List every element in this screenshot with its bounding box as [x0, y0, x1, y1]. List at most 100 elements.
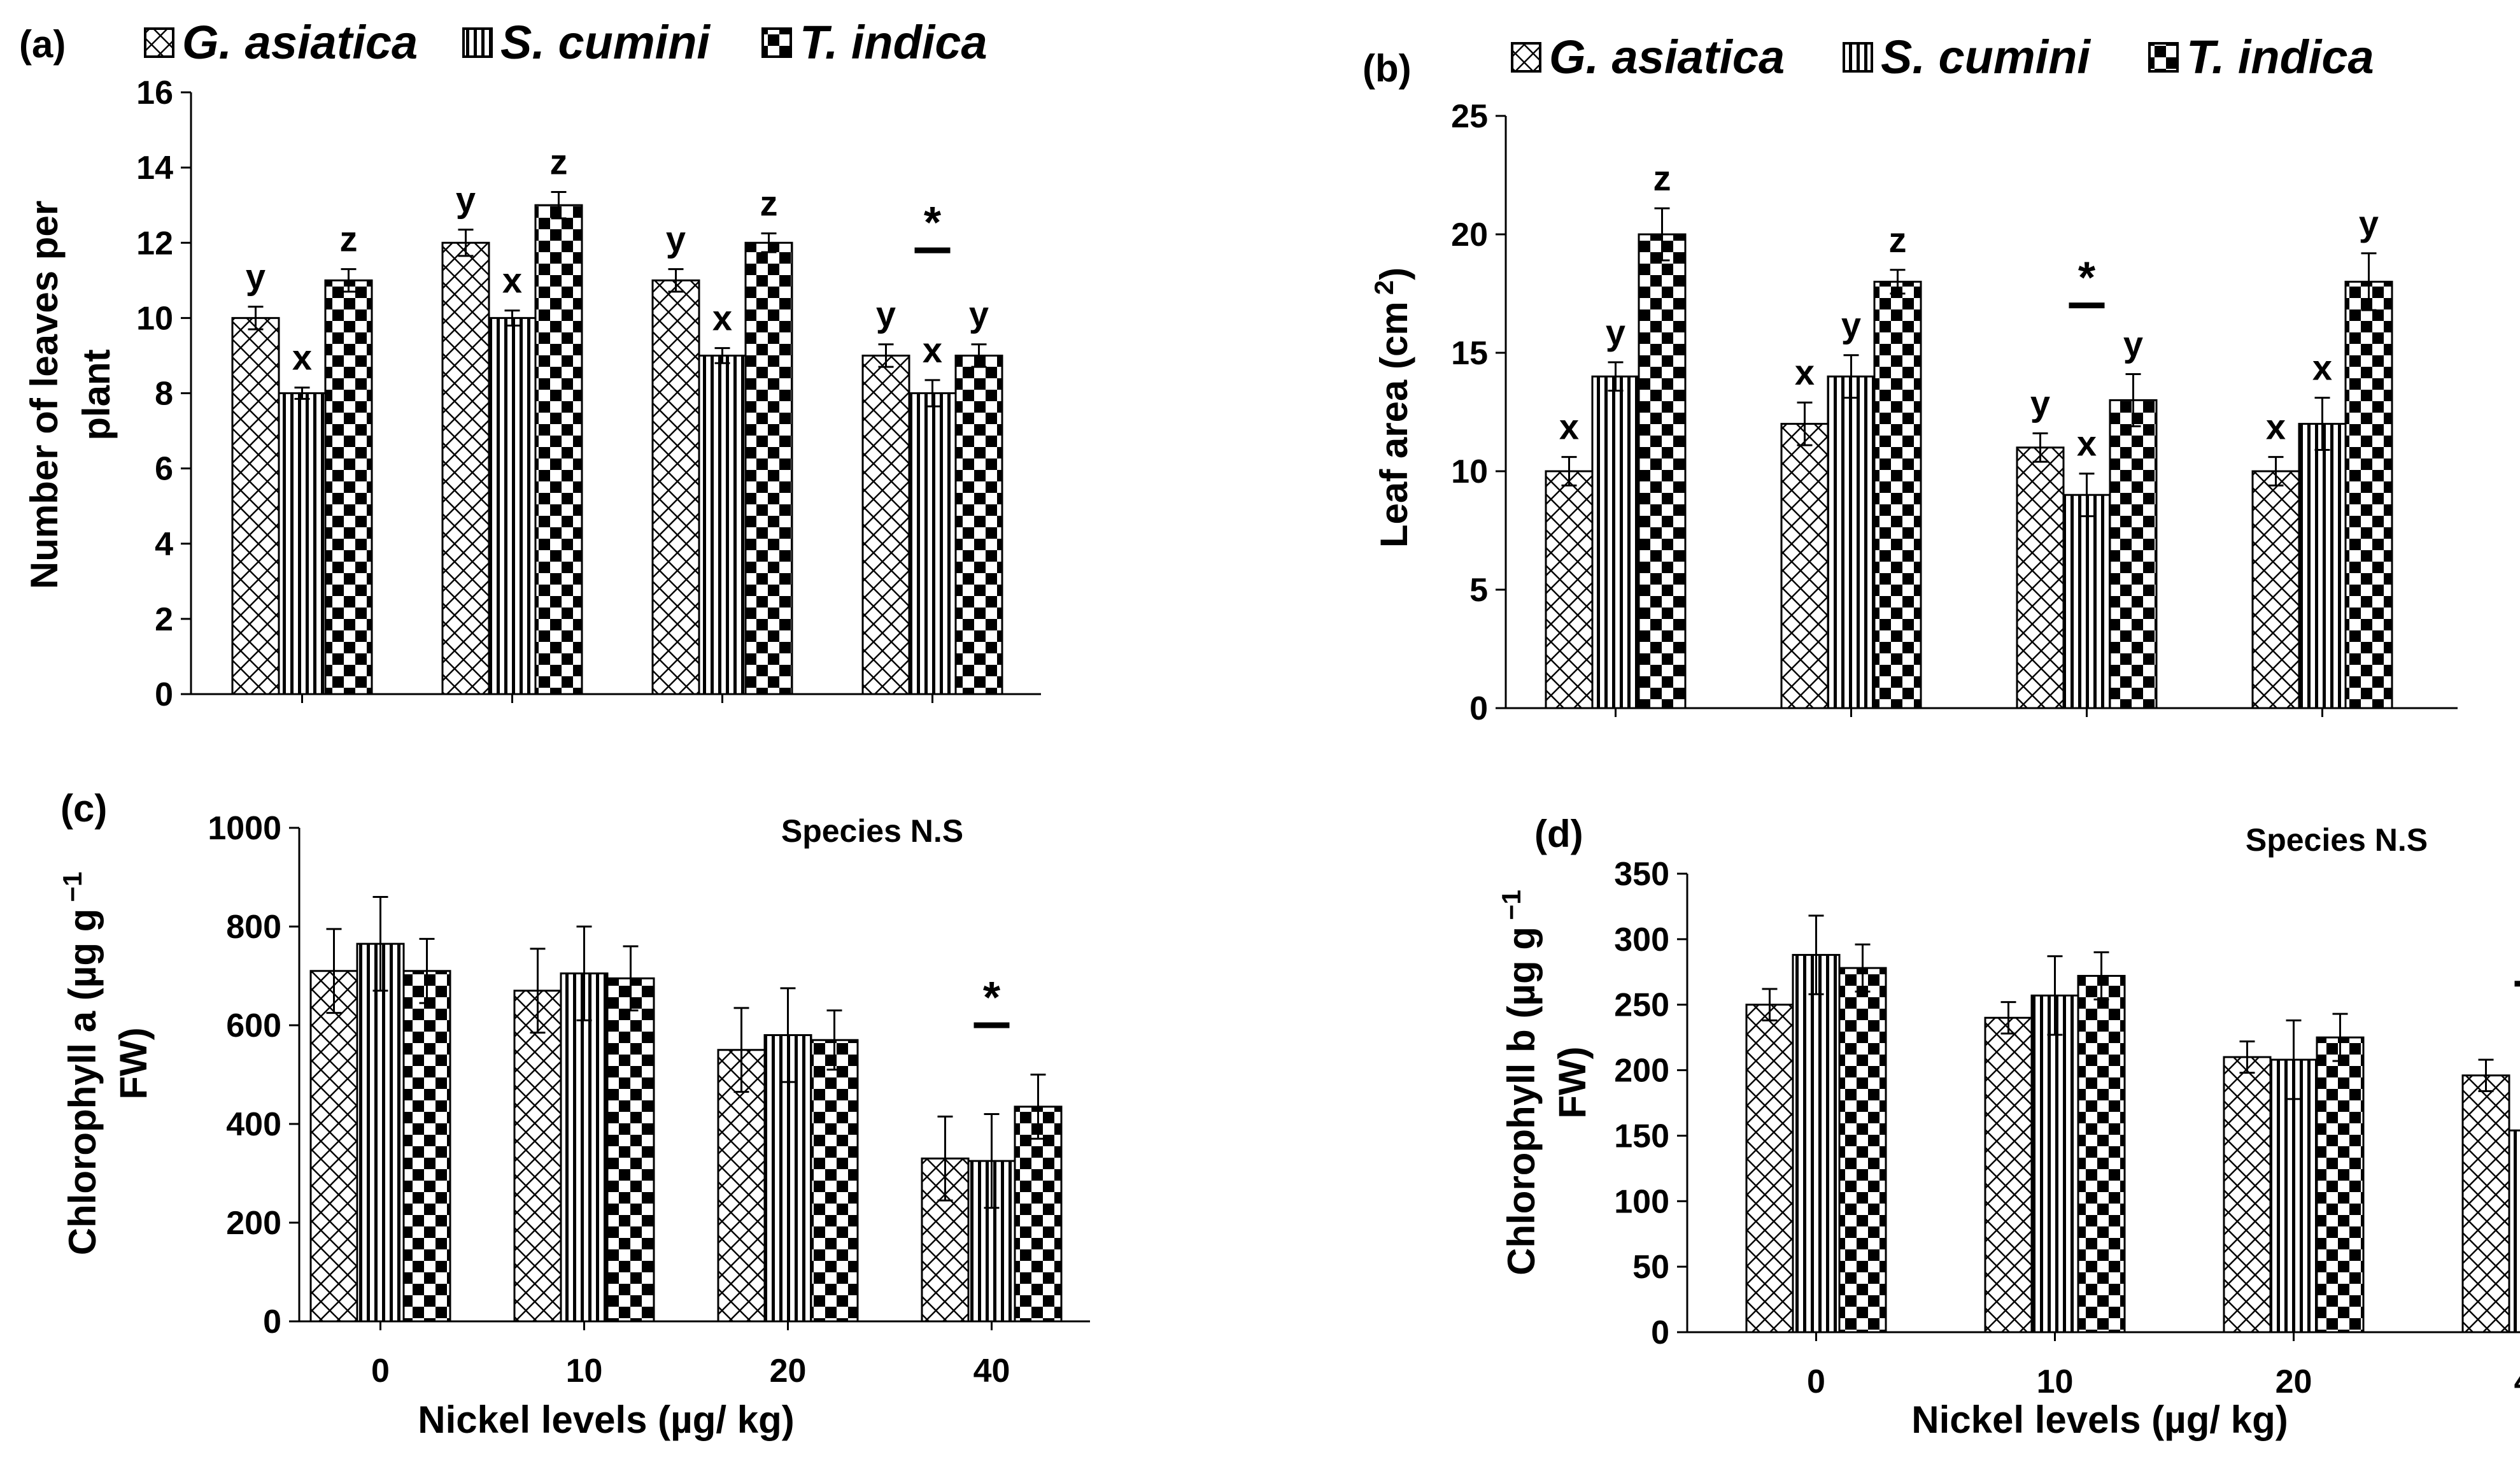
significance-letter: x: [2077, 423, 2097, 464]
significance-letter: y: [969, 294, 989, 334]
legend-label-g-asiatica: G. asiatica: [182, 16, 418, 69]
y-tick-label: 300: [1614, 921, 1669, 958]
y-axis-title-line-1: Chlorophyll a (µg g −1: [57, 872, 104, 1255]
bar-t-indica-10: [1873, 280, 1922, 709]
bar-t-indica-10: [2077, 974, 2126, 1333]
legend-swatch-s-cumini: [462, 27, 493, 58]
bar-t-indica-20: [744, 241, 793, 695]
x-tick-label: 10: [566, 1353, 603, 1389]
significance-letter: x: [2266, 407, 2286, 447]
y-tick-label: 1000: [208, 810, 281, 847]
y-tick-label: 50: [1632, 1249, 1669, 1286]
bar-t-indica-0: [402, 970, 451, 1323]
y-tick-label: 0: [263, 1304, 281, 1340]
significance-letter: z: [340, 219, 358, 259]
y-axis-title-text: Chlorophyll a (µg g: [61, 909, 104, 1256]
significance-letter: x: [2312, 348, 2332, 388]
bar-t-indica-20: [2109, 399, 2158, 709]
bar-g-asiatica-10: [441, 241, 490, 695]
bar-g-asiatica-0: [1545, 470, 1594, 709]
panel-a-legend: G. asiatica S. cumini T. indica: [144, 16, 987, 69]
panel-d-label: (d): [1534, 813, 1583, 855]
y-axis-title-line-1: Chlorophyll b (µg g −1: [1496, 890, 1543, 1276]
bar-g-asiatica-20: [2016, 446, 2065, 709]
significance-star: *: [2078, 253, 2096, 302]
x-axis-title-left: Nickel levels (µg/ kg): [418, 1398, 794, 1441]
y-axis-title: Leaf area (cm 2): [1369, 267, 1415, 548]
y-axis-title-line-2: plant: [75, 349, 118, 440]
bar-s-cumini-40: [2298, 423, 2347, 709]
panel-a-label: (a): [19, 23, 66, 66]
x-tick-label: 0: [371, 1353, 390, 1389]
y-axis-title-superscript: 2: [1369, 280, 1399, 295]
panel-b-y-axis-title: Leaf area (cm 2): [1369, 267, 1415, 548]
legend-swatch-t-indica: [761, 27, 792, 58]
y-axis-title-superscript: −1: [1496, 890, 1526, 920]
significance-letter: x: [1559, 407, 1579, 447]
bar-s-cumini-40: [908, 392, 957, 695]
y-tick-label: 4: [155, 526, 173, 563]
significance-letter: x: [502, 260, 522, 301]
significance-letter: z: [1653, 158, 1671, 198]
bar-s-cumini-10: [1827, 375, 1876, 709]
y-axis-title-end: ): [1373, 267, 1415, 280]
bar-t-indica-0: [1638, 233, 1687, 709]
y-tick-label: 800: [226, 909, 281, 946]
y-tick-label: 0: [155, 676, 173, 713]
legend-swatch-g-asiatica: [144, 27, 174, 58]
bar-t-indica-0: [324, 279, 373, 695]
panel-d-plot: 0501001502002503003500102040*Species N.S: [1614, 822, 2520, 1400]
bar-g-asiatica-0: [309, 970, 358, 1323]
y-tick-label: 200: [226, 1205, 281, 1242]
species-note: Species N.S: [2246, 822, 2428, 858]
bar-t-indica-20: [2316, 1036, 2365, 1333]
y-tick-label: 15: [1451, 335, 1488, 372]
y-tick-label: 200: [1614, 1053, 1669, 1090]
bar-t-indica-20: [810, 1039, 859, 1323]
panel-c: (c) Chlorophyll a (µg g−1 FW) 0200400600…: [57, 787, 1090, 1389]
significance-letter: y: [876, 294, 896, 334]
y-tick-label: 400: [226, 1106, 281, 1143]
bar-s-cumini-10: [488, 316, 537, 695]
panel-b-legend: G. asiatica S. cumini T. indica: [1511, 31, 2374, 83]
significance-letter: z: [760, 183, 778, 223]
panel-c-label: (c): [60, 787, 107, 830]
y-tick-label: 250: [1614, 987, 1669, 1024]
bar-g-asiatica-10: [1780, 423, 1829, 709]
significance-letter: y: [666, 219, 686, 259]
significance-letter: z: [1889, 220, 1907, 260]
bar-t-indica-0: [1838, 967, 1887, 1333]
y-tick-label: 10: [136, 300, 173, 337]
bar-s-cumini-0: [278, 392, 327, 695]
legend-label-t-indica: T. indica: [800, 16, 987, 69]
x-tick-label: 40: [2514, 1363, 2520, 1400]
species-note: Species N.S: [781, 813, 963, 849]
panel-b: (b) G. asiatica S. cumini T. indica Leaf…: [1363, 31, 2458, 727]
bar-t-indica-40: [1014, 1105, 1063, 1323]
significance-letter: y: [1841, 305, 1861, 345]
y-tick-label: 0: [1469, 690, 1488, 727]
y-tick-label: 8: [155, 376, 173, 413]
bar-g-asiatica-20: [651, 279, 700, 695]
y-tick-label: 16: [136, 75, 173, 111]
y-tick-label: 10: [1451, 453, 1488, 490]
bar-g-asiatica-40: [2461, 1074, 2510, 1333]
significance-letter: y: [456, 180, 476, 220]
significance-star: *: [924, 197, 942, 247]
y-tick-label: 100: [1614, 1183, 1669, 1220]
significance-letter: x: [1795, 352, 1815, 392]
y-axis-title-main: Leaf area (cm: [1373, 301, 1415, 548]
y-tick-label: 6: [155, 451, 173, 488]
x-axis-title-right: Nickel levels (µg/ kg): [1911, 1398, 2288, 1441]
legend-label-g-asiatica: G. asiatica: [1549, 31, 1785, 83]
legend-swatch-g-asiatica: [1511, 42, 1541, 73]
y-axis-title-line-1: Number of leaves per: [23, 201, 66, 589]
bar-s-cumini-0: [1591, 375, 1640, 709]
bar-s-cumini-10: [560, 972, 609, 1323]
legend-swatch-t-indica: [2148, 42, 2179, 73]
significance-letter: x: [712, 298, 732, 338]
bar-g-asiatica-0: [231, 316, 280, 695]
y-tick-label: 12: [136, 225, 173, 262]
